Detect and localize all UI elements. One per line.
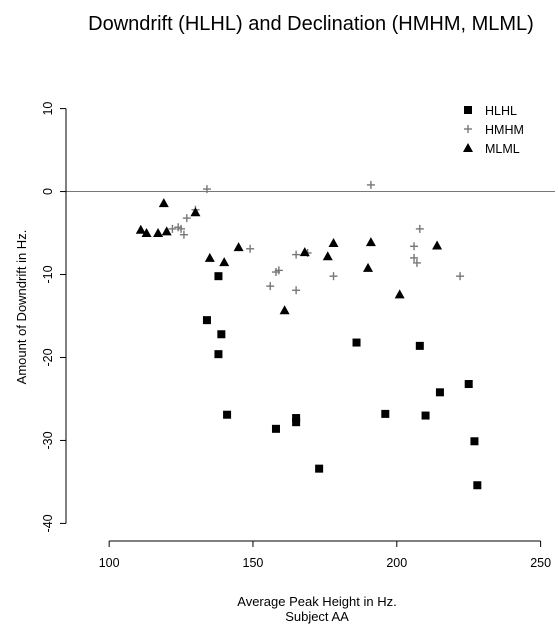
data-point-mlml [394, 289, 405, 299]
legend-label-hmhm: HMHM [485, 123, 524, 137]
data-point-mlml [233, 242, 244, 252]
data-point-hmhm [415, 224, 424, 233]
series-hlhl [202, 272, 482, 490]
data-point-hlhl [292, 418, 301, 427]
data-point-hlhl [315, 464, 324, 473]
data-point-hmhm [168, 224, 177, 233]
data-point-hlhl [223, 410, 232, 419]
data-point-mlml [299, 247, 310, 257]
y-axis-label: Amount of Downdrift in Hz. [14, 230, 29, 385]
legend-marker-hmhm [464, 125, 472, 133]
data-point-hmhm [456, 272, 465, 281]
data-point-hlhl [271, 424, 280, 433]
data-point-hlhl [214, 350, 223, 359]
data-point-hmhm [410, 253, 419, 262]
data-point-hmhm [292, 250, 301, 259]
data-point-hmhm [274, 266, 283, 275]
data-point-hmhm [177, 224, 186, 233]
data-point-hmhm [412, 258, 421, 267]
data-point-hlhl [421, 411, 430, 420]
data-point-hlhl [435, 388, 444, 397]
data-point-hlhl [202, 316, 211, 325]
data-point-mlml [432, 240, 443, 250]
data-point-mlml [135, 224, 146, 234]
data-point-hlhl [352, 338, 361, 347]
data-point-hlhl [381, 409, 390, 418]
x-tick-label: 250 [530, 556, 551, 570]
y-tick-label: -20 [41, 348, 55, 366]
data-point-hlhl [214, 272, 223, 281]
data-point-hlhl [217, 330, 226, 339]
data-point-mlml [322, 251, 333, 261]
data-point-mlml [363, 262, 374, 272]
legend: HLHL HMHM MLML [463, 104, 524, 156]
y-tick-label: -40 [41, 514, 55, 532]
data-point-hmhm [179, 230, 188, 239]
legend-marker-mlml [463, 143, 473, 152]
data-point-hlhl [473, 481, 482, 490]
data-point-hmhm [246, 244, 255, 253]
data-point-mlml [219, 257, 230, 267]
data-point-hmhm [202, 185, 211, 194]
y-tick-label: 0 [41, 188, 55, 195]
legend-label-mlml: MLML [485, 142, 520, 156]
data-point-hmhm [366, 180, 375, 189]
data-point-hmhm [182, 214, 191, 223]
data-point-hmhm [266, 282, 275, 291]
data-points [135, 180, 482, 490]
plot-area [66, 180, 555, 490]
data-point-mlml [153, 228, 164, 238]
y-tick-label: 10 [41, 102, 55, 116]
data-point-hmhm [410, 242, 419, 251]
data-point-hmhm [292, 286, 301, 295]
y-tick-label: -30 [41, 431, 55, 449]
x-tick-label: 200 [386, 556, 407, 570]
data-point-mlml [161, 226, 172, 236]
data-point-mlml [365, 237, 376, 247]
x-tick-label: 100 [99, 556, 120, 570]
x-tick-label: 150 [243, 556, 264, 570]
x-axis: 100 150 200 250 [99, 540, 551, 570]
data-point-hlhl [292, 414, 301, 423]
data-point-hlhl [470, 437, 479, 446]
data-point-mlml [141, 228, 152, 238]
data-point-mlml [158, 198, 169, 208]
data-point-mlml [328, 237, 339, 247]
x-axis-sublabel: Subject AA [285, 609, 349, 624]
data-point-mlml [279, 305, 290, 315]
data-point-mlml [204, 252, 215, 262]
x-axis-label: Average Peak Height in Hz. [237, 594, 396, 609]
legend-label-hlhl: HLHL [485, 104, 517, 118]
chart-title: Downdrift (HLHL) and Declination (HMHM, … [88, 13, 534, 35]
data-point-mlml [190, 207, 201, 217]
y-tick-label: -10 [41, 265, 55, 283]
series-mlml [135, 198, 443, 315]
legend-marker-hlhl [464, 106, 472, 114]
series-hmhm [168, 180, 465, 295]
data-point-hlhl [464, 380, 473, 389]
data-point-hmhm [329, 272, 338, 281]
data-point-hlhl [415, 341, 424, 350]
y-axis: 10 0 -10 -20 -30 -40 [41, 102, 67, 532]
